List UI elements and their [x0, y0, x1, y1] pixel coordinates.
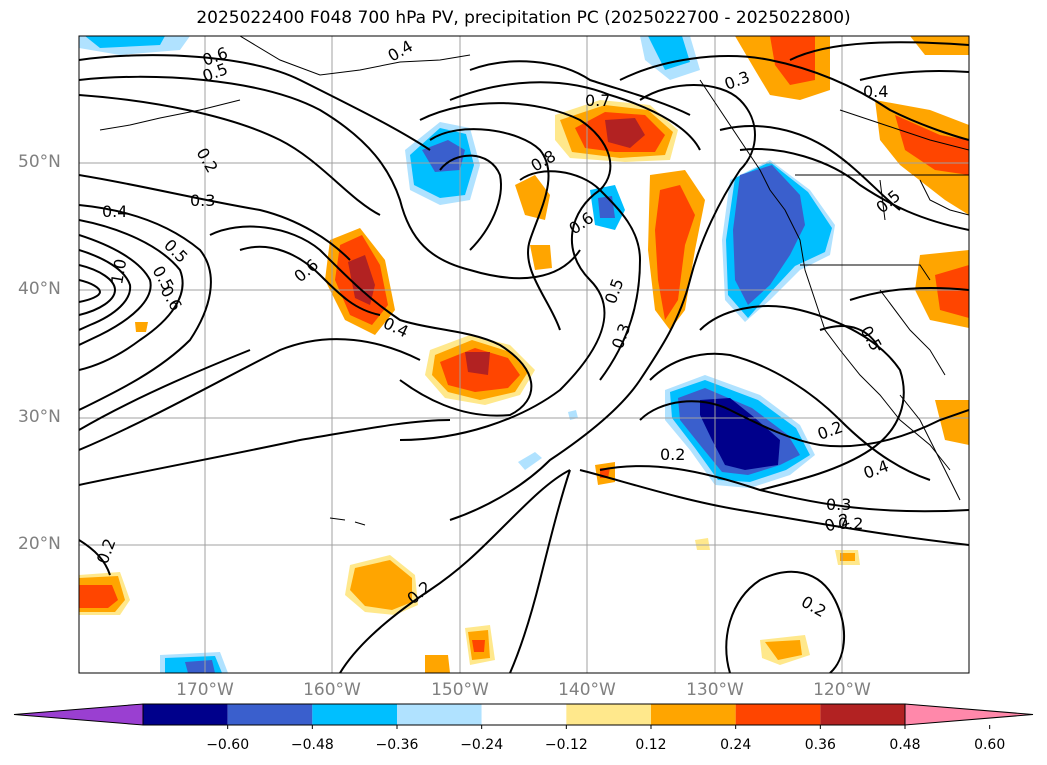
pv-contours — [79, 41, 969, 673]
contour-label: 0.2 — [798, 592, 830, 621]
colorbar-extend-high — [904, 703, 1034, 726]
map-title: 2025022400 F048 700 hPa PV, precipitatio… — [196, 8, 851, 28]
contour-label: 0.3 — [826, 495, 851, 514]
contour-labels: 0.60.50.40.20.30.40.50.61.0 0.50.40.60.70… — [93, 36, 904, 621]
lon-label-130w: 130°W — [686, 680, 744, 700]
lat-label-30n: 30°N — [18, 407, 61, 427]
colorbar-tick-label: 0.36 — [804, 737, 836, 753]
colorbar-tick-label: −0.36 — [375, 737, 419, 753]
lon-label-120w: 120°W — [813, 680, 871, 700]
colorbar-swatch — [312, 704, 397, 725]
colorbar-tick-label: −0.12 — [544, 737, 588, 753]
contour-label: 0.6 — [565, 208, 597, 238]
colorbar-swatch — [143, 704, 228, 725]
contour-label: 0.3 — [190, 191, 215, 210]
contour-label: 0.4 — [863, 82, 888, 101]
graticule — [79, 36, 969, 673]
contour-label: 1.0 — [107, 257, 130, 285]
map-frame — [78, 35, 970, 674]
contour-label: 0.2 — [660, 445, 685, 464]
lon-label-160w: 160°W — [303, 680, 361, 700]
contour-label: 0.3 — [608, 321, 635, 351]
colorbar-border — [142, 703, 906, 726]
contour-label: 0.7 — [585, 91, 610, 110]
colorbar-extend-low — [13, 703, 144, 726]
colorbar-swatch — [481, 704, 567, 725]
colorbar-tick-label: 0.12 — [635, 737, 667, 753]
lon-label-150w: 150°W — [431, 680, 489, 700]
precip-shading — [79, 36, 969, 673]
lat-label-20n: 20°N — [18, 534, 61, 554]
contour-label: 0.5 — [601, 276, 628, 306]
lon-label-170w: 170°W — [176, 680, 234, 700]
colorbar-tick-label: 0.48 — [889, 737, 921, 753]
contour-label: 0.6 — [290, 255, 322, 286]
colorbar-tick-label: −0.48 — [290, 737, 334, 753]
colorbar-swatch — [820, 704, 905, 725]
colorbar-tick-label: −0.60 — [206, 737, 250, 753]
contour-label: 0.4 — [861, 456, 891, 483]
colorbar-swatch — [227, 704, 313, 725]
colorbar-swatch — [566, 704, 651, 725]
colorbar — [13, 703, 1034, 729]
colorbar-swatch — [651, 704, 736, 725]
contour-label: 0.4 — [102, 202, 127, 221]
contour-label: 0.2 — [93, 536, 120, 566]
contour-label: 0.3 — [722, 67, 752, 94]
contour-label: 0.2 — [193, 145, 222, 177]
colorbar-tick-label: 0.60 — [974, 737, 1006, 753]
lat-label-40n: 40°N — [18, 279, 61, 299]
lon-label-140w: 140°W — [558, 680, 616, 700]
colorbar-tick-label: −0.24 — [460, 737, 504, 753]
lat-label-50n: 50°N — [18, 152, 61, 172]
contour-label: 0.2 — [838, 514, 863, 533]
colorbar-swatch — [397, 704, 482, 725]
colorbar-swatch — [735, 704, 821, 725]
colorbar-tick-label: 0.24 — [720, 737, 752, 753]
